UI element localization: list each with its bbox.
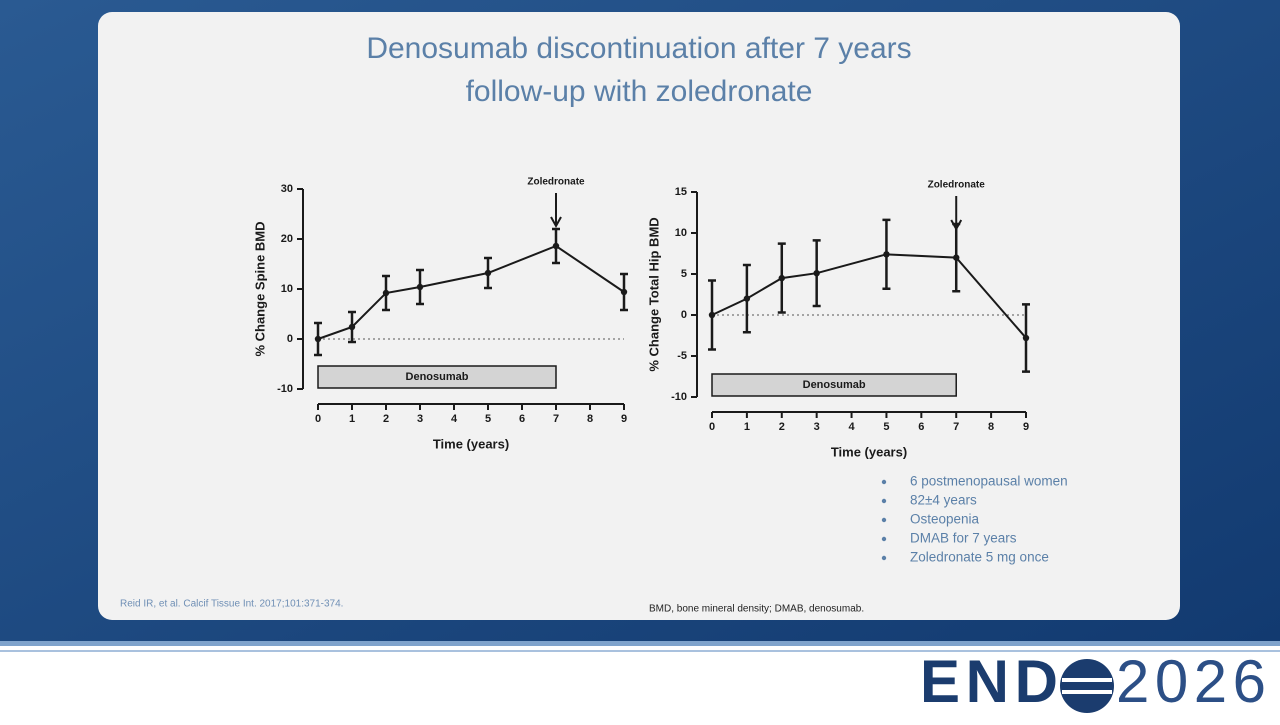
y-tick-label: -10 (671, 391, 687, 403)
x-tick-label: 7 (953, 421, 959, 433)
treatment-bar (711, 373, 957, 397)
bullet-dot (881, 517, 887, 523)
logo-globe (1060, 659, 1114, 713)
bullet-text: DMAB for 7 years (910, 531, 1017, 546)
y-tick-label: 0 (287, 333, 293, 345)
x-tick-label: 0 (315, 413, 321, 425)
slide-title: follow-up with zoledronate (466, 75, 813, 108)
x-tick-label: 6 (519, 413, 525, 425)
footer-rule (0, 641, 1280, 646)
x-tick-label: 2 (779, 421, 785, 433)
x-tick-label: 4 (848, 421, 855, 433)
footnote: BMD, bone mineral density; DMAB, denosum… (649, 604, 864, 615)
data-point (1022, 334, 1030, 342)
treatment-bar (317, 365, 557, 389)
x-tick-label: 3 (417, 413, 423, 425)
y-tick-label: 10 (281, 283, 293, 295)
logo-text: END (920, 648, 1058, 715)
bullet-dot (881, 536, 887, 542)
x-tick-label: 6 (918, 421, 924, 433)
data-point (708, 311, 716, 319)
y-tick-label: 10 (675, 227, 687, 239)
x-tick-label: 4 (451, 413, 458, 425)
data-point (484, 269, 492, 277)
x-tick-label: 8 (587, 413, 593, 425)
citation: Reid IR, et al. Calcif Tissue Int. 2017;… (120, 599, 343, 610)
data-point (416, 283, 424, 291)
y-tick-label: 15 (675, 186, 687, 198)
treatment-label: Denosumab (803, 379, 866, 391)
data-point (348, 323, 356, 331)
y-tick-label: 20 (281, 233, 293, 245)
x-tick-label: 9 (1023, 421, 1029, 433)
bullet-text: 82±4 years (910, 493, 977, 508)
x-tick-label: 3 (814, 421, 820, 433)
bullet-text: Zoledronate 5 mg once (910, 550, 1049, 565)
data-point (620, 288, 628, 296)
bullet-text: 6 postmenopausal women (910, 474, 1068, 489)
x-tick-label: 5 (883, 421, 889, 433)
content-panel (98, 12, 1180, 620)
x-tick-label: 8 (988, 421, 994, 433)
x-tick-label: 0 (709, 421, 715, 433)
bullet-dot (881, 479, 887, 485)
annotation-label: Zoledronate (928, 180, 986, 191)
x-tick-label: 2 (383, 413, 389, 425)
data-point (953, 254, 960, 261)
data-point (883, 251, 890, 258)
data-point (314, 335, 322, 343)
x-tick-label: 5 (485, 413, 491, 425)
logo-globe-lines (1062, 678, 1112, 694)
footer-rule (0, 650, 1280, 652)
bullet-text: Osteopenia (910, 512, 980, 527)
x-tick-label: 1 (349, 413, 355, 425)
data-point (743, 295, 751, 302)
bullet-dot (881, 555, 887, 561)
y-tick-label: -5 (677, 350, 687, 362)
x-tick-label: 9 (621, 413, 627, 425)
y-axis-title: % Change Total Hip BMD (646, 217, 661, 371)
x-axis-title: Time (years) (831, 444, 907, 459)
treatment-label: Denosumab (406, 371, 469, 383)
y-axis-title: % Change Spine BMD (252, 221, 267, 356)
slide-title: Denosumab discontinuation after 7 years (366, 32, 911, 65)
data-point (778, 274, 785, 282)
annotation-arrow (550, 193, 562, 229)
data-point (813, 269, 820, 277)
y-tick-label: 0 (681, 309, 687, 321)
data-point (382, 289, 390, 297)
x-tick-label: 7 (553, 413, 559, 425)
y-tick-label: 5 (681, 268, 687, 280)
bullet-dot (881, 498, 887, 504)
annotation-label: Zoledronate (527, 177, 585, 188)
y-tick-label: -10 (277, 383, 293, 395)
x-tick-label: 1 (744, 421, 750, 433)
data-point (552, 242, 560, 250)
y-tick-label: 30 (281, 183, 293, 195)
x-axis-title: Time (years) (433, 436, 509, 451)
